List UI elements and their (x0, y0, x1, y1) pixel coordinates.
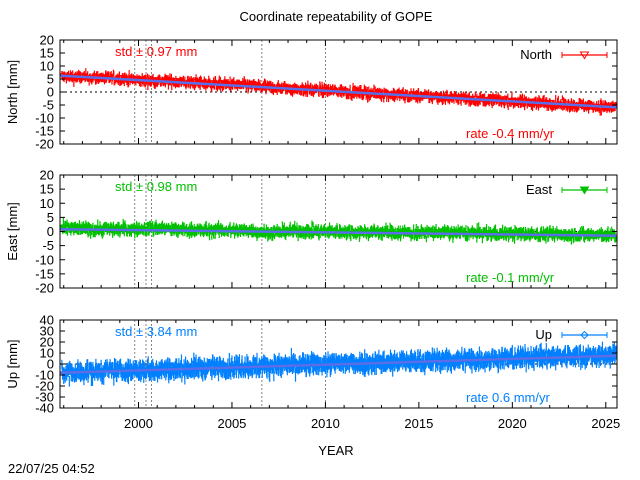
y-tick-label: -15 (35, 124, 54, 139)
x-tick-label: 2015 (404, 416, 433, 431)
up-data-point (546, 353, 554, 361)
y-tick-label: 15 (40, 182, 54, 197)
north-y-axis-label: North [mm] (5, 60, 20, 124)
x-tick-label: 2000 (124, 416, 153, 431)
x-axis-label: YEAR (318, 443, 353, 458)
up-data-point (527, 353, 535, 362)
up-data-point (564, 352, 573, 361)
up-data-point (265, 362, 274, 370)
east-trend-line (59, 227, 618, 237)
y-tick-label: 15 (40, 46, 54, 61)
y-tick-label: -20 (35, 281, 54, 296)
y-tick-label: 10 (40, 346, 54, 361)
y-tick-label: 0 (47, 85, 54, 100)
east-y-axis-label: East [mm] (5, 202, 20, 261)
up-legend-label: Up (535, 327, 552, 342)
up-data-point (340, 359, 348, 368)
up-data-point (153, 365, 161, 374)
y-tick-label: -5 (42, 238, 54, 253)
up-data-point (228, 363, 236, 371)
y-tick-label: -15 (35, 266, 54, 281)
y-tick-label: 5 (47, 72, 54, 87)
up-data-point (602, 351, 610, 360)
y-tick-label: -20 (35, 137, 54, 152)
north-std-annotation: std ± 0.97 mm (115, 44, 197, 59)
up-data-point (583, 352, 591, 360)
up-trend-line (59, 354, 618, 375)
north-trend-line (59, 74, 618, 109)
y-tick-label: 0 (47, 357, 54, 372)
y-tick-label: 20 (40, 33, 54, 48)
up-data-point (209, 364, 217, 372)
x-tick-label: 2025 (591, 416, 620, 431)
up-data-point (303, 361, 311, 369)
up-y-axis-label: Up [mm] (5, 339, 20, 388)
east-legend-label: East (526, 182, 552, 197)
y-tick-label: 0 (47, 224, 54, 239)
x-tick-label: 2020 (498, 416, 527, 431)
up-data-point (134, 366, 143, 374)
y-tick-label: -10 (35, 111, 54, 126)
up-data-point (377, 358, 386, 367)
y-tick-label: 10 (40, 59, 54, 74)
y-tick-label: -30 (35, 390, 54, 405)
up-data-point (415, 357, 423, 365)
up-data-point (471, 355, 479, 364)
up-data-point (508, 354, 517, 362)
y-tick-label: -10 (35, 368, 54, 383)
up-data-point (172, 365, 180, 373)
x-tick-label: 2010 (311, 416, 340, 431)
y-tick-label: 30 (40, 324, 54, 339)
up-data-point (246, 362, 255, 371)
north-legend-label: North (520, 47, 552, 62)
y-tick-label: 10 (40, 196, 54, 211)
up-rate-annotation: rate 0.6 mm/yr (466, 390, 550, 405)
y-tick-label: -40 (35, 401, 54, 416)
up-data-point (359, 359, 367, 367)
up-legend-marker (580, 330, 589, 340)
up-data-point (452, 356, 460, 364)
east-rate-annotation: rate -0.1 mm/yr (466, 270, 555, 285)
y-tick-label: 5 (47, 210, 54, 225)
timestamp: 22/07/25 04:52 (8, 461, 95, 476)
up-data-point (396, 358, 404, 366)
up-data-point (321, 360, 330, 368)
up-data-point (284, 361, 292, 370)
up-std-annotation: std ± 3.84 mm (115, 324, 197, 339)
y-tick-label: -10 (35, 252, 54, 267)
y-tick-label: -20 (35, 379, 54, 394)
up-data-point (489, 355, 498, 363)
east-std-annotation: std ± 0.98 mm (115, 179, 197, 194)
y-tick-label: 20 (40, 168, 54, 183)
chart-title: Coordinate repeatability of GOPE (240, 9, 433, 24)
east-data-point (152, 224, 162, 233)
y-tick-label: 20 (40, 335, 54, 350)
x-tick-label: 2005 (217, 416, 246, 431)
east-legend-marker (579, 186, 590, 195)
up-data-point (190, 364, 199, 372)
north-rate-annotation: rate -0.4 mm/yr (466, 126, 555, 141)
y-tick-label: 40 (40, 313, 54, 328)
up-data-point (433, 356, 442, 365)
y-tick-label: -5 (42, 98, 54, 113)
north-legend-marker (579, 51, 590, 60)
